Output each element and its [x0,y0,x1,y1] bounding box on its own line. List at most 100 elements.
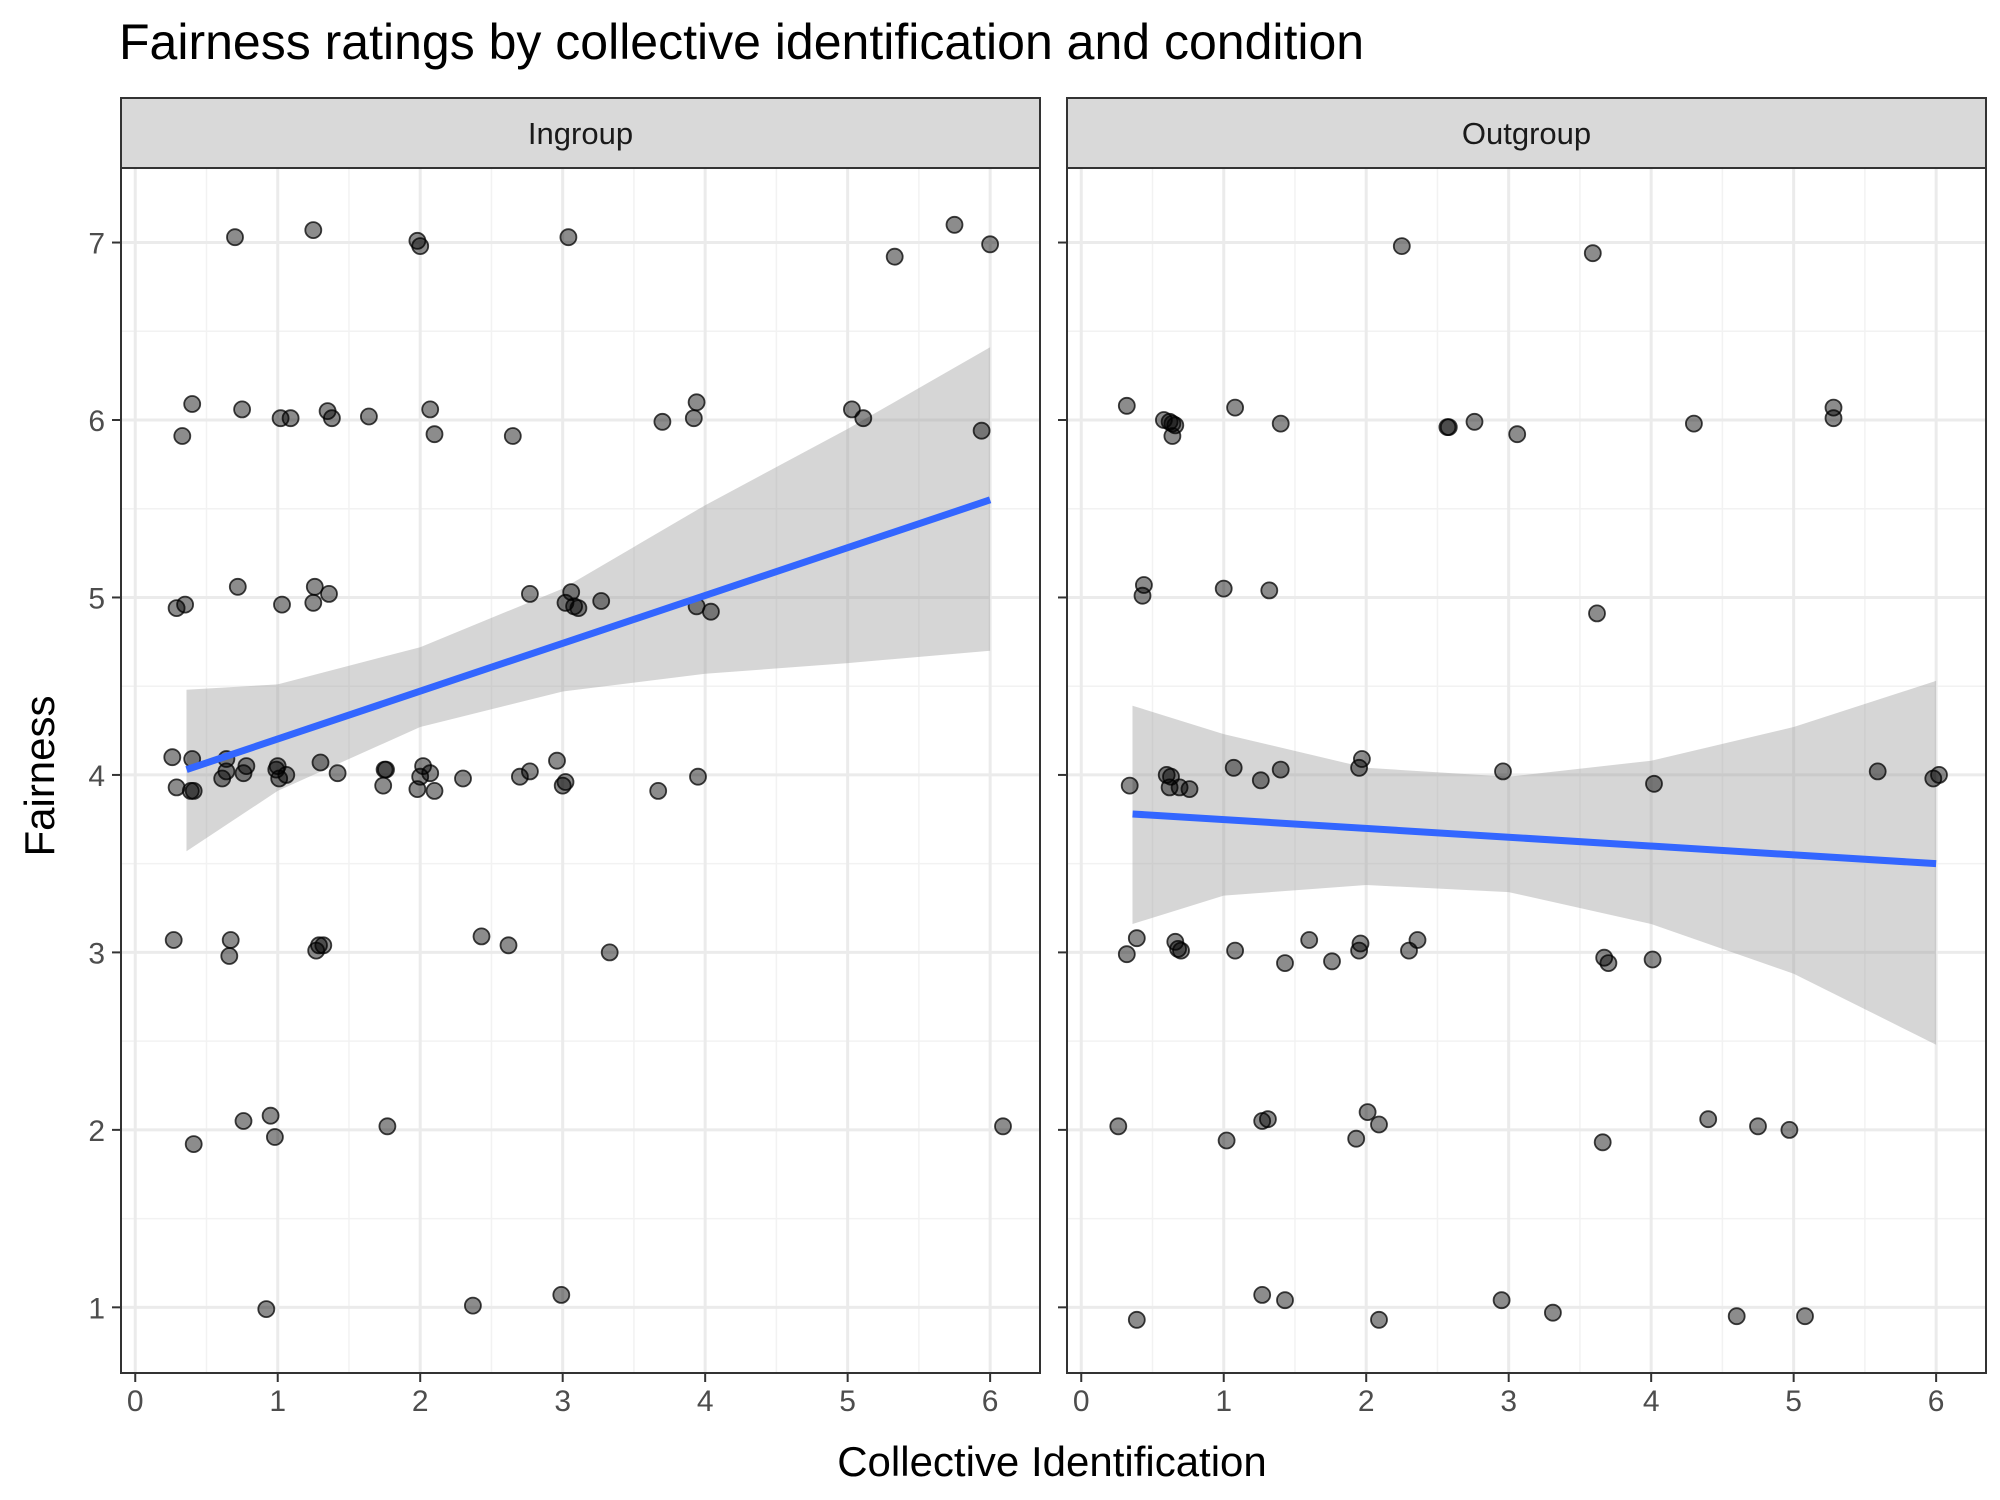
data-point [184,1135,203,1153]
data-point [499,936,518,955]
data-point [1796,1307,1814,1326]
y-tick-label: 7 [88,228,105,261]
data-point [1127,1310,1146,1329]
data-point [1699,1110,1718,1129]
data-point [184,782,203,800]
data-point [1300,931,1319,949]
x-tick-label: 6 [982,1385,999,1418]
data-point [503,427,522,445]
data-point [421,400,440,419]
x-axis-title: Collective Identification [837,1438,1267,1485]
data-point [304,221,323,240]
data-point [562,583,581,601]
data-point [1226,941,1244,960]
regression-line [1132,810,1937,868]
data-point [173,427,192,445]
data-point [1226,398,1244,417]
x-tick-label: 4 [1643,1385,1660,1418]
data-point [176,595,195,614]
data-point [1133,586,1152,605]
data-point [1276,954,1294,972]
data-point [359,407,378,426]
facet-strip [120,97,1041,169]
y-axis-title: Fairness [16,695,63,856]
data-point [311,753,330,772]
data-point [556,773,575,791]
data-point [257,1300,276,1318]
data-point [1224,758,1243,777]
data-point [1370,1310,1388,1329]
x-tick-label: 2 [412,1385,429,1418]
panel-background [121,168,1040,1373]
data-point [233,400,252,419]
data-point [521,762,539,781]
data-point [314,936,333,955]
data-point [1599,954,1618,972]
data-point [653,412,672,431]
data-point [945,215,964,234]
data-point [1392,237,1411,256]
data-point [1172,941,1190,960]
panel-ingroup: Ingroup 0 1 2 3 4 5 6 1 2 3 4 5 6 7 [88,97,1041,1418]
panel-background [1067,168,1986,1373]
data-point [1323,952,1341,971]
regression-line [185,496,992,773]
data-point [1408,931,1427,949]
data-point [1109,1117,1128,1136]
data-point [972,421,991,440]
y-tick-label: 6 [88,405,105,438]
data-point [1439,418,1458,437]
chart-title: Fairness ratings by collective identific… [119,14,1364,70]
data-point [425,782,444,800]
confidence-ribbon [1132,680,1937,1045]
data-point [164,931,183,949]
data-point [521,585,539,603]
data-point [1180,780,1199,798]
data-point [1544,1303,1562,1322]
data-point [1749,1117,1767,1136]
data-point [273,595,291,614]
x-tick-label: 3 [554,1385,571,1418]
data-point [463,1296,482,1315]
data-point [702,602,720,621]
data-point [1593,1133,1612,1152]
data-point [228,577,247,596]
facet-strip [1066,97,1987,169]
y-tick-label: 4 [88,760,105,793]
data-point [322,409,341,428]
data-point [1930,766,1948,784]
data-point [854,409,873,428]
x-tick-label: 4 [697,1385,714,1418]
data-point [885,247,904,266]
facet-panels: Ingroup 0 1 2 3 4 5 6 1 2 3 4 5 6 7 Outgroup 0 1 2 3 4 5 6 [88,97,1987,1418]
data-point [689,767,707,786]
data-point [1780,1121,1799,1139]
data-point [548,751,566,770]
data-point [1120,776,1139,795]
data-point [163,748,182,767]
x-tick-label: 1 [269,1385,286,1418]
x-tick-label: 3 [1500,1385,1517,1418]
data-point [411,237,430,256]
data-point [1117,945,1136,964]
data-point [1251,771,1270,790]
y-tick-label: 5 [88,582,105,615]
data-point [1727,1307,1746,1326]
data-point [411,767,430,786]
data-point [183,395,202,413]
data-point [1588,604,1606,623]
data-point [421,764,440,783]
data-point [1163,427,1182,445]
data-point [217,762,236,781]
data-point [226,228,244,247]
data-point [981,235,999,254]
data-point [378,1117,397,1136]
x-tick-label: 2 [1358,1385,1375,1418]
data-point [237,757,256,775]
data-point [1117,396,1136,415]
data-point [1217,1131,1236,1150]
y-tick-label: 2 [88,1115,105,1148]
data-point [511,767,529,786]
data-point [320,585,338,603]
